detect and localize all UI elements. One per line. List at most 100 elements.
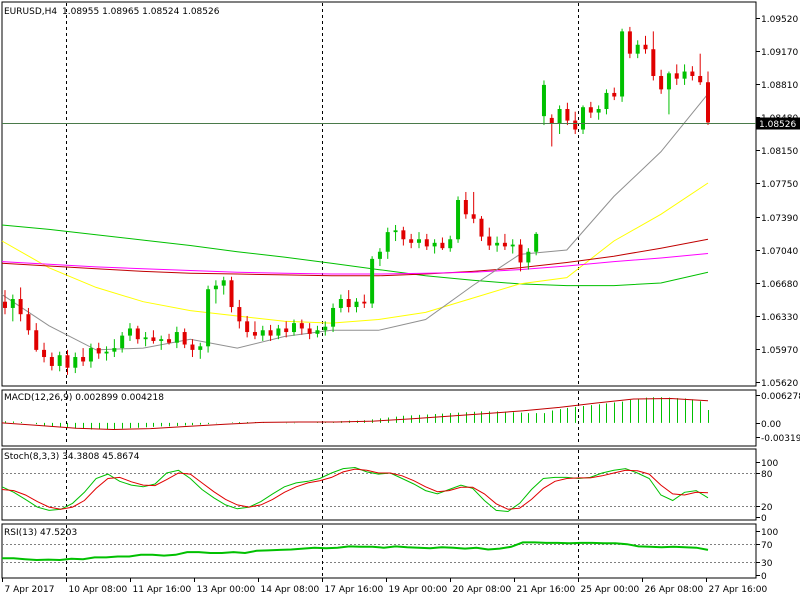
candle-body bbox=[377, 251, 382, 259]
candle-body bbox=[393, 230, 398, 233]
candle-body bbox=[315, 330, 320, 334]
candle-body bbox=[120, 335, 125, 349]
candle-body bbox=[26, 314, 31, 331]
candle-body bbox=[416, 239, 421, 243]
candle-body bbox=[682, 71, 687, 79]
y-tick-label: 1.08480 bbox=[761, 114, 798, 124]
candle-body bbox=[643, 44, 648, 50]
candle-body bbox=[385, 232, 390, 252]
candle-body bbox=[73, 357, 78, 368]
rsi-line bbox=[2, 541, 709, 562]
x-tick-label: 17 Apr 16:00 bbox=[325, 585, 384, 595]
x-tick-label: 27 Apr 16:00 bbox=[709, 585, 768, 595]
candle-body bbox=[10, 299, 15, 308]
x-tick-label: 13 Apr 00:00 bbox=[197, 585, 256, 595]
y-tick-label: 1.05970 bbox=[761, 346, 798, 356]
axes: 1.09520 1.09170 1.08810 1.08480 1.08150 1.077… bbox=[2, 15, 800, 595]
stoch-tick-label: 80 bbox=[761, 470, 773, 480]
x-tick-label: 20 Apr 08:00 bbox=[453, 585, 512, 595]
candle-body bbox=[627, 31, 632, 54]
candle-body bbox=[65, 355, 70, 368]
candle-body bbox=[510, 244, 515, 247]
candle-body bbox=[620, 31, 625, 97]
candle-body bbox=[596, 109, 601, 113]
indicators bbox=[1, 397, 709, 562]
y-tick-label: 1.08150 bbox=[761, 147, 798, 157]
candle-body bbox=[659, 75, 664, 90]
candle-body bbox=[151, 337, 156, 341]
panel-frames bbox=[1, 1, 757, 579]
candle-body bbox=[541, 84, 546, 117]
candle-body bbox=[424, 239, 429, 247]
macd-tick-label: 0.006278 bbox=[761, 392, 800, 402]
candle-body bbox=[565, 109, 570, 121]
candle-body bbox=[127, 328, 132, 336]
y-tick-label: 1.07040 bbox=[761, 247, 798, 257]
y-tick-label: 1.09170 bbox=[761, 48, 798, 58]
y-tick-label: 1.08810 bbox=[761, 81, 798, 91]
candle-body bbox=[284, 328, 289, 333]
x-tick-label: 14 Apr 08:00 bbox=[261, 585, 320, 595]
period-separators bbox=[66, 3, 579, 577]
candle-body bbox=[81, 357, 86, 362]
candle-body bbox=[471, 214, 476, 219]
candle-body bbox=[96, 348, 101, 354]
x-tick-label: 10 Apr 08:00 bbox=[69, 585, 128, 595]
candle-body bbox=[354, 301, 359, 308]
candle-body bbox=[487, 236, 492, 246]
candle-body bbox=[57, 355, 62, 366]
y-tick-label: 1.05620 bbox=[761, 379, 798, 389]
candle-body bbox=[182, 332, 187, 345]
candle-body bbox=[237, 307, 242, 322]
stoch-tick-label: 100 bbox=[761, 459, 778, 469]
candle-body bbox=[635, 44, 640, 54]
candle-body bbox=[323, 326, 328, 331]
candle-body bbox=[229, 280, 234, 308]
moving-average-line bbox=[1, 224, 709, 287]
moving-average-line bbox=[1, 93, 709, 351]
candle-body bbox=[370, 258, 375, 304]
candle-body bbox=[362, 301, 367, 304]
x-tick-label: 7 Apr 2017 bbox=[5, 585, 55, 595]
candle-body bbox=[518, 244, 523, 263]
candle-body bbox=[549, 117, 554, 124]
candle-body bbox=[401, 230, 406, 240]
candle-body bbox=[88, 348, 93, 362]
y-tick-label: 1.09520 bbox=[761, 15, 798, 25]
candle-body bbox=[198, 346, 203, 350]
candle-body bbox=[573, 120, 578, 130]
candle-body bbox=[698, 75, 703, 83]
candle-body bbox=[135, 328, 140, 340]
candle-body bbox=[276, 328, 281, 336]
moving-average-line bbox=[1, 238, 709, 277]
candle-body bbox=[495, 242, 500, 246]
current-price-tag bbox=[756, 117, 800, 130]
candle-body bbox=[534, 233, 539, 252]
stoch-tick-label: 0 bbox=[761, 514, 767, 524]
stoch-signal-line bbox=[1, 468, 709, 510]
candle-body bbox=[479, 218, 484, 237]
candle-body bbox=[604, 92, 609, 109]
candle-body bbox=[159, 339, 164, 341]
rsi-tick-label: 30 bbox=[761, 559, 773, 569]
x-tick-label: 25 Apr 00:00 bbox=[581, 585, 640, 595]
candles bbox=[3, 26, 710, 375]
x-tick-label: 26 Apr 08:00 bbox=[645, 585, 704, 595]
candle-body bbox=[206, 289, 211, 347]
y-tick-label: 1.07750 bbox=[761, 180, 798, 190]
candle-body bbox=[331, 307, 336, 327]
candle-body bbox=[112, 348, 117, 352]
main-header-symbol: EURUSD,H4 bbox=[4, 7, 57, 17]
candle-body bbox=[581, 107, 586, 130]
y-tick-label: 1.06330 bbox=[761, 313, 798, 323]
candle-body bbox=[432, 242, 437, 247]
candle-body bbox=[526, 251, 531, 263]
candle-body bbox=[346, 299, 351, 308]
y-tick-label: 1.06680 bbox=[761, 280, 798, 290]
stoch-header: Stoch(8,3,3) 34.3808 45.8674 bbox=[4, 452, 140, 462]
macd-signal-line bbox=[1, 397, 709, 431]
candle-body bbox=[18, 299, 23, 315]
moving-averages bbox=[1, 93, 709, 351]
candle-body bbox=[260, 330, 265, 336]
